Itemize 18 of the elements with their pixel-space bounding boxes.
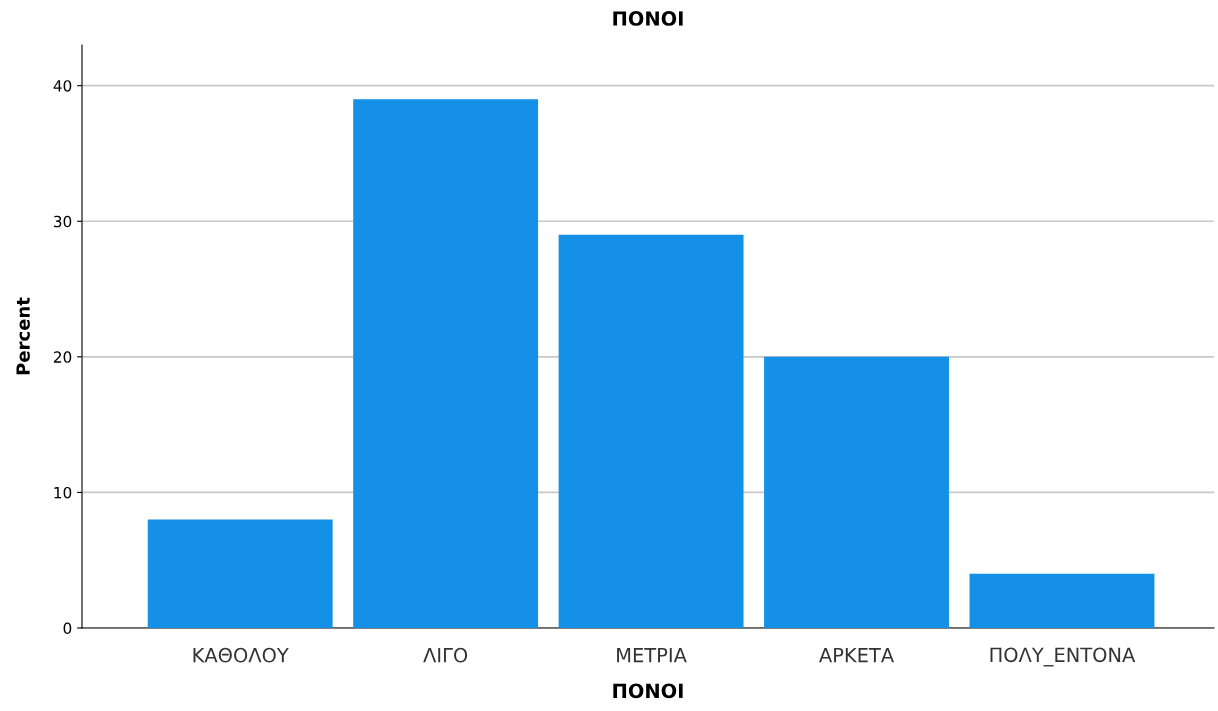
bar xyxy=(353,99,539,628)
bar xyxy=(558,234,744,628)
y-tick-label: 20 xyxy=(53,351,72,363)
bar xyxy=(147,519,333,628)
x-tick-label: ΜΕΤΡΙΑ xyxy=(617,648,687,663)
y-axis-title: Percent xyxy=(16,297,30,375)
y-tick-label: 40 xyxy=(53,80,72,92)
x-axis-title: ΠΟΝΟΙ xyxy=(613,683,683,699)
y-tick-label: 10 xyxy=(54,486,72,499)
bar xyxy=(764,356,949,628)
bar xyxy=(969,573,1155,628)
x-tick-label: ΠΟΛΥ_ΕΝΤΟΝΑ xyxy=(990,647,1136,667)
x-tick-label: ΑΡΚΕΤΑ xyxy=(819,648,894,663)
y-tick-label: 30 xyxy=(54,215,72,228)
chart-title: ΠΟΝΟΙ xyxy=(613,11,683,26)
y-tick-label: 0 xyxy=(63,622,72,635)
x-tick-label: ΚΑΘΟΛΟΥ xyxy=(193,647,289,663)
x-tick-label: ΛΙΓΟ xyxy=(423,647,468,663)
